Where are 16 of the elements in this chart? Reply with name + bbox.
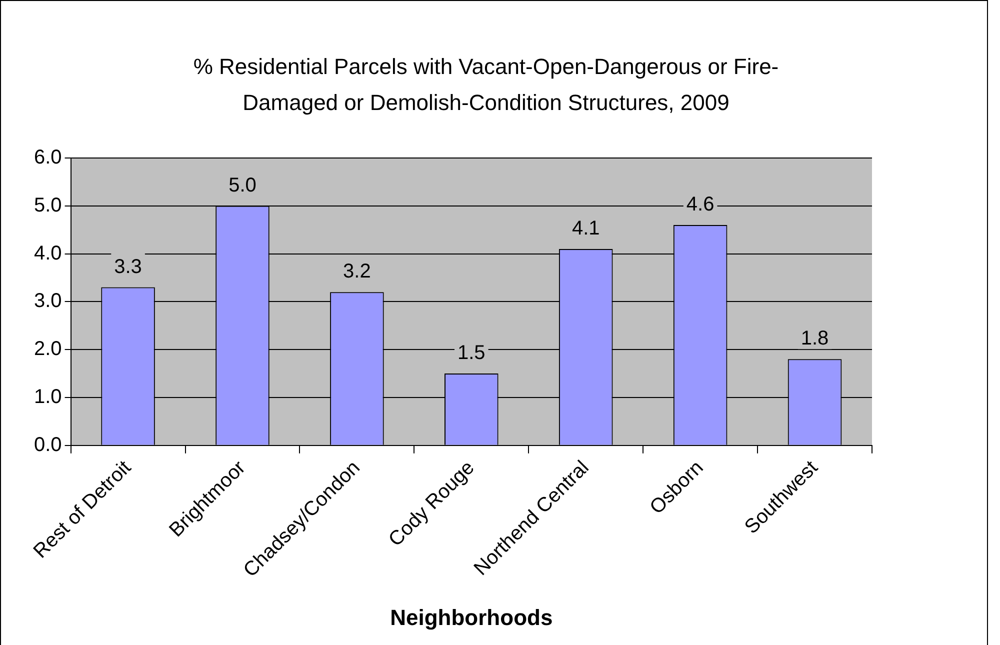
data-label: 1.5 — [457, 342, 486, 364]
y-tick-label: 5.0 — [34, 194, 62, 216]
data-label: 3.3 — [114, 256, 142, 278]
data-label: 4.1 — [572, 218, 600, 240]
x-axis-title: Neighborhoods — [390, 604, 553, 630]
data-label: 4.6 — [686, 194, 714, 216]
data-label: 1.8 — [800, 328, 829, 350]
y-tick-label: 0.0 — [34, 434, 62, 456]
y-tick-label: 6.0 — [34, 146, 62, 169]
chart-title: % Residential Parcels with Vacant-Open-Dangerous or Fire-Damaged or Demolish-Condition Structures, 2009 — [192, 53, 780, 117]
y-tick-label: 2.0 — [34, 338, 62, 360]
y-tick-label: 4.0 — [34, 242, 62, 264]
y-tick-label: 3.0 — [34, 290, 62, 312]
data-label: 5.0 — [228, 174, 256, 196]
y-tick-label: 1.0 — [34, 386, 62, 408]
data-label: 3.2 — [343, 260, 371, 283]
